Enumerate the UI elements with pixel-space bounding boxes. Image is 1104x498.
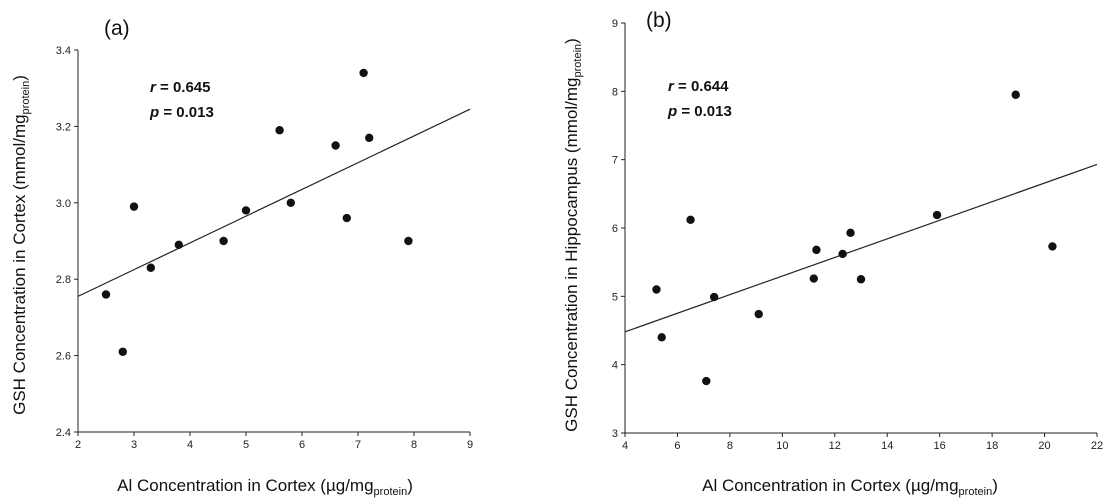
panel-b-data-point (838, 249, 847, 259)
panel-b-data-point (686, 215, 695, 224)
panel-b-y-tick-label: 7 (612, 155, 618, 167)
panel-a-y-tick-label: 3.4 (56, 45, 71, 57)
panel-b-x-tick-label: 12 (829, 440, 841, 452)
panel-a-data-point (129, 202, 139, 211)
panel-b-x-axis-title: Al Concentration in Cortex (µg/mgprotein… (702, 476, 998, 498)
panel-b-y-tick-label: 4 (612, 360, 618, 372)
panel-b-x-tick-label: 4 (622, 440, 628, 452)
panel-a-data-point (241, 206, 251, 215)
panel-b-y-tick-label: 6 (612, 223, 618, 235)
panel-b-data-point (652, 285, 661, 294)
panel-b-x-tick-label: 20 (1038, 440, 1050, 452)
panel-b-x-tick-label: 14 (881, 440, 893, 452)
panel-b-data-point (846, 228, 855, 237)
panel-a-x-tick-label: 2 (75, 439, 81, 451)
panel-b-y-tick-label: 3 (612, 428, 618, 440)
panel-a-data-point (286, 198, 295, 207)
panel-a-y-tick-label: 3.2 (56, 121, 71, 133)
panel-b: (b) r = 0.644 p = 0.013 Al Concentration… (562, 9, 1103, 498)
panel-a-data-point (359, 68, 368, 78)
panel-a-x-tick-label: 9 (467, 439, 473, 451)
panel-a-x-tick-label: 8 (411, 439, 417, 451)
panel-a: (a) r = 0.645 p = 0.013 Al Concentration… (10, 17, 473, 498)
panel-b-data-point (657, 333, 666, 342)
panel-a-y-tick-label: 2.4 (56, 427, 71, 439)
panel-a-y-axis-title: GSH Concentration in Cortex (mmol/mgprot… (10, 75, 32, 415)
panel-a-data-point (174, 240, 183, 250)
panel-a-data-point (275, 126, 284, 135)
panel-b-r-stat: r = 0.644 (668, 78, 729, 95)
panel-a-x-tick-label: 7 (355, 439, 361, 451)
panel-a-x-tick-label: 3 (131, 439, 137, 451)
panel-b-x-tick-label: 16 (934, 440, 946, 452)
panel-a-data-point (342, 213, 351, 223)
panel-b-x-tick-label: 22 (1091, 440, 1103, 452)
panel-a-data-point (219, 236, 228, 246)
panel-a-p-stat: p = 0.013 (149, 104, 214, 121)
panel-a-r-stat: r = 0.645 (150, 79, 210, 96)
panel-b-data-point (812, 245, 821, 255)
panel-a-data-point (331, 141, 340, 150)
panel-a-x-tick-label: 6 (299, 439, 305, 451)
panel-b-y-tick-label: 8 (612, 86, 618, 98)
panel-b-x-tick-label: 10 (776, 440, 788, 452)
panel-a-data-point (101, 290, 111, 299)
panel-a-data-point (365, 133, 374, 143)
panel-a-data-point (146, 263, 155, 272)
panel-b-p-stat: p = 0.013 (667, 103, 732, 120)
panel-a-data-point (118, 347, 128, 356)
panel-b-data-point (1011, 90, 1020, 99)
panel-b-data-point (709, 292, 719, 302)
panel-b-y-tick-label: 9 (612, 18, 618, 30)
panel-a-x-tick-label: 4 (187, 439, 193, 451)
panel-a-y-tick-label: 2.6 (56, 351, 71, 363)
panel-b-trendline (624, 163, 1098, 333)
panel-b-data-point (932, 210, 942, 220)
panel-a-y-tick-label: 2.8 (56, 274, 71, 286)
panel-b-x-tick-label: 8 (727, 440, 733, 452)
panel-b-x-tick-label: 6 (674, 440, 680, 452)
panel-b-data-point (856, 275, 866, 284)
panel-b-y-tick-label: 5 (612, 291, 618, 303)
panel-b-label: (b) (646, 9, 672, 32)
panel-b-y-axis-title: GSH Concentration in Hippocampus (mmol/m… (562, 38, 584, 432)
panel-b-data-point (809, 274, 818, 283)
panel-a-x-axis-title: Al Concentration in Cortex (µg/mgprotein… (117, 476, 413, 498)
panel-b-data-point (754, 309, 763, 319)
panel-b-data-point (1048, 242, 1057, 251)
panel-b-data-point (702, 376, 711, 386)
panel-a-y-tick-label: 3.0 (56, 198, 71, 210)
panel-a-label: (a) (104, 17, 130, 40)
panel-a-data-point (404, 236, 413, 246)
panel-b-x-tick-label: 18 (986, 440, 998, 452)
panel-a-trendline (77, 108, 471, 297)
panel-a-x-tick-label: 5 (243, 439, 249, 451)
